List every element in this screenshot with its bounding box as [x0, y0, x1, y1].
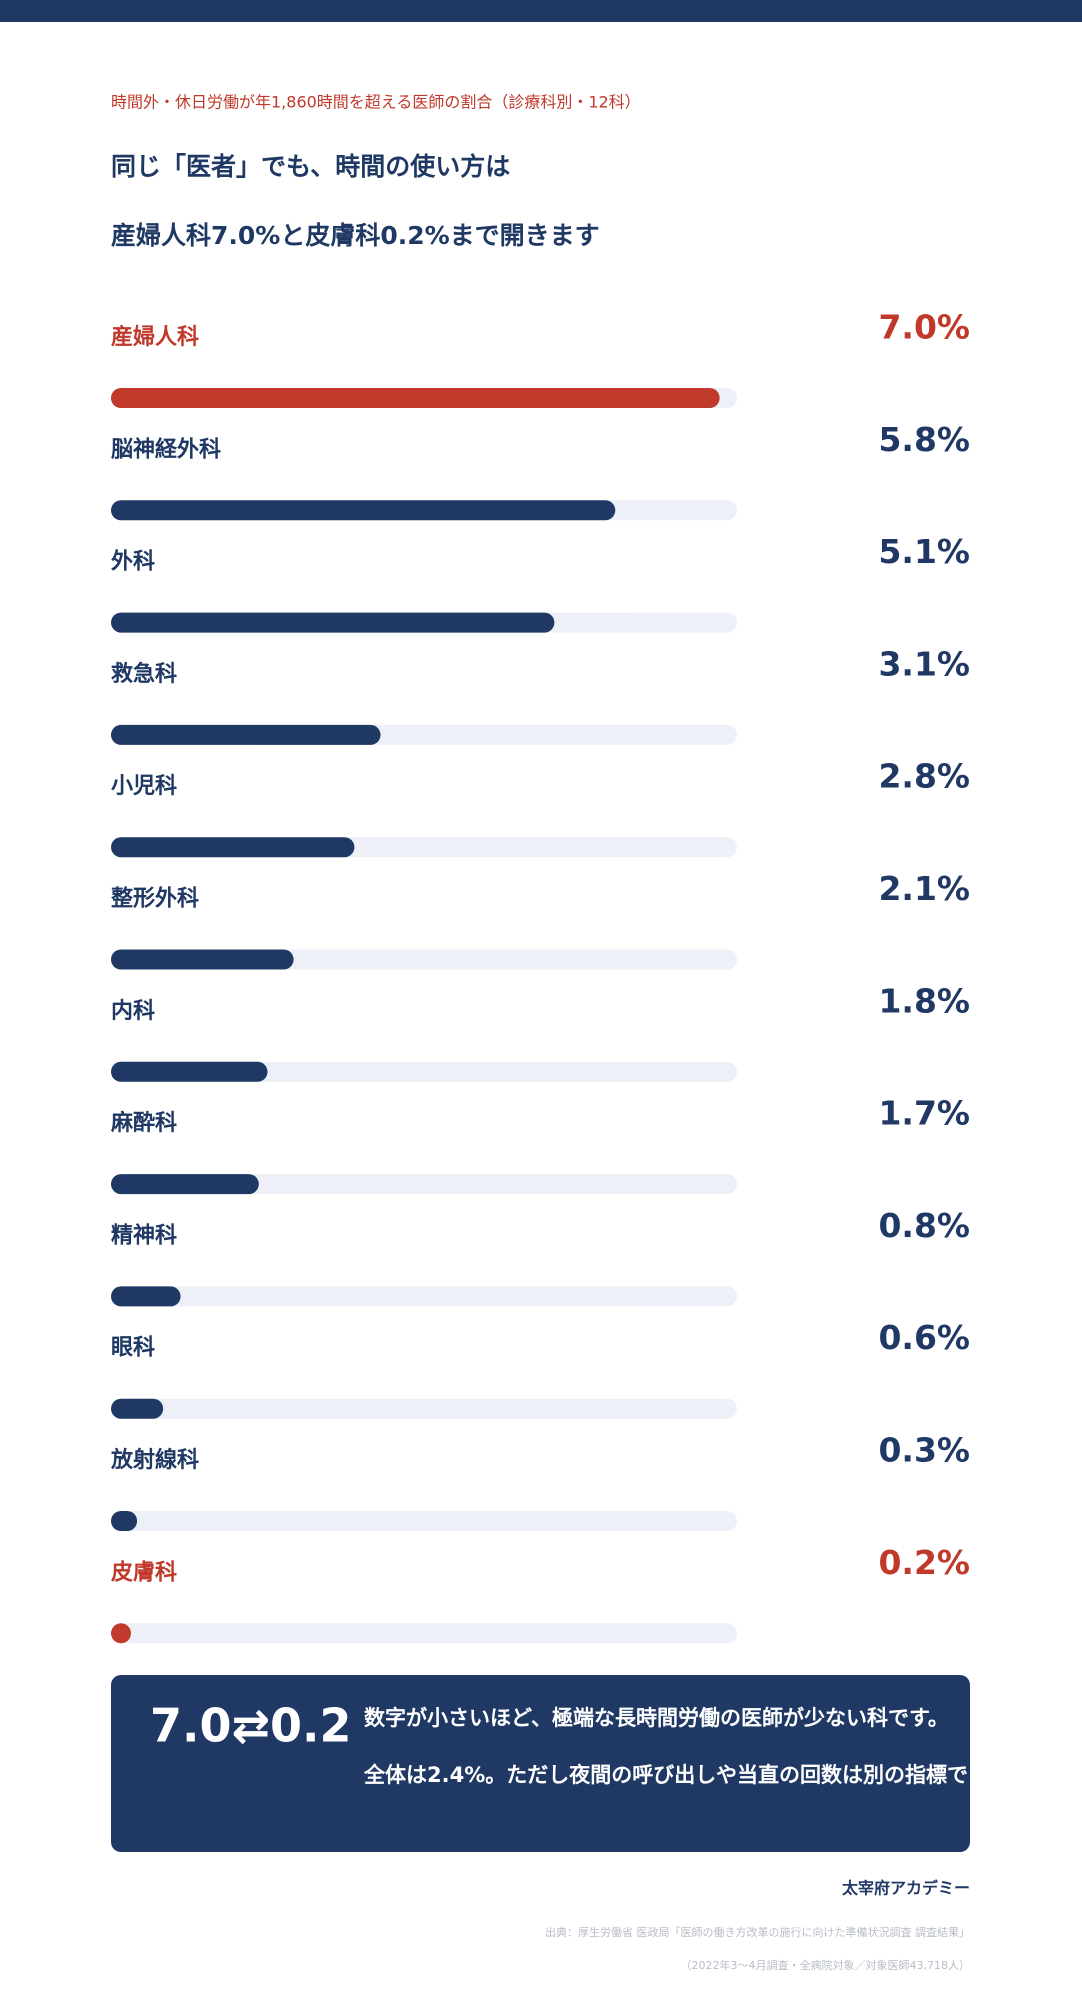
bar-track — [111, 1623, 737, 1644]
category-label: 救急科 — [111, 661, 177, 687]
bar-track — [111, 1511, 737, 1531]
bar — [111, 724, 381, 745]
category-label: 皮膚科 — [111, 1559, 177, 1585]
value-label: 2.8% — [878, 757, 970, 796]
category-label: 眼科 — [111, 1336, 155, 1361]
bar — [111, 500, 616, 521]
category-label: 外科 — [111, 549, 155, 575]
value-label: 3.1% — [878, 644, 970, 683]
callout-line: 数字が小さいほど、極端な長時間労働の医師が少ない科です。 — [364, 1706, 949, 1730]
value-label: 7.0% — [878, 308, 970, 347]
bar-track — [111, 1286, 737, 1307]
value-label: 0.3% — [878, 1431, 970, 1470]
bar-track — [111, 1398, 737, 1419]
callout-text: 数字が小さいほど、極端な長時間労働の医師が少ない科です。 全体は2.4%。ただし… — [363, 1706, 968, 1787]
title-line: 同じ「医者」でも、時間の使い方は — [111, 152, 510, 181]
source-note: （2022年3〜4月調査・全病院対象／対象医師43,718人） — [681, 1958, 970, 1972]
bar — [111, 388, 720, 408]
value-label: 0.6% — [878, 1318, 970, 1357]
bar — [111, 1286, 181, 1307]
value-label: 2.1% — [878, 869, 970, 908]
category-label: 産婦人科 — [111, 324, 199, 350]
value-label: 0.2% — [878, 1543, 970, 1582]
bar — [111, 1174, 259, 1195]
bar-rows: 産婦人科 7.0% 脳神経外科 5.8% 外科 5.1% 救急科 3.1% 小児科 2.8% 整形外… — [110, 308, 970, 1644]
category-label: 整形外科 — [111, 886, 199, 912]
bar — [111, 1511, 138, 1531]
category-label: 小児科 — [111, 774, 177, 799]
value-label: 5.1% — [878, 532, 970, 571]
value-label: 1.7% — [878, 1094, 970, 1133]
category-label: 麻酔科 — [110, 1110, 177, 1136]
bar-track — [111, 1174, 737, 1195]
callout-line: 全体は2.4%。ただし夜間の呼び出しや当直の回数は別の指標で — [363, 1763, 968, 1787]
bar — [111, 1623, 131, 1644]
value-label: 1.8% — [878, 981, 970, 1020]
category-label: 内科 — [111, 999, 155, 1024]
callout-headline: 7.0⇄0.2 — [150, 1699, 352, 1753]
title-line: 産婦人科7.0%と皮膚科0.2%まで開きます — [111, 221, 600, 250]
callout-box — [111, 1675, 970, 1852]
top-band — [0, 0, 1082, 22]
bar — [111, 1398, 164, 1419]
value-label: 5.8% — [878, 420, 970, 459]
category-label: 脳神経外科 — [111, 436, 221, 462]
bar-track — [111, 1061, 737, 1082]
bar — [111, 949, 294, 970]
bar — [111, 612, 555, 633]
source: 出典：厚生労働省 医政局「医師の働き方改革の施行に向けた準備状況調査 調査結果」 — [545, 1925, 970, 1939]
bar — [111, 837, 355, 858]
value-label: 0.8% — [878, 1206, 970, 1245]
brand: 太宰府アカデミー — [841, 1879, 970, 1898]
bar — [111, 1061, 268, 1082]
category-label: 放射線科 — [110, 1447, 199, 1473]
subtitle: 時間外・休日労働が年1,860時間を超える医師の割合（診療科別・12科） — [111, 93, 641, 112]
category-label: 精神科 — [111, 1222, 177, 1248]
